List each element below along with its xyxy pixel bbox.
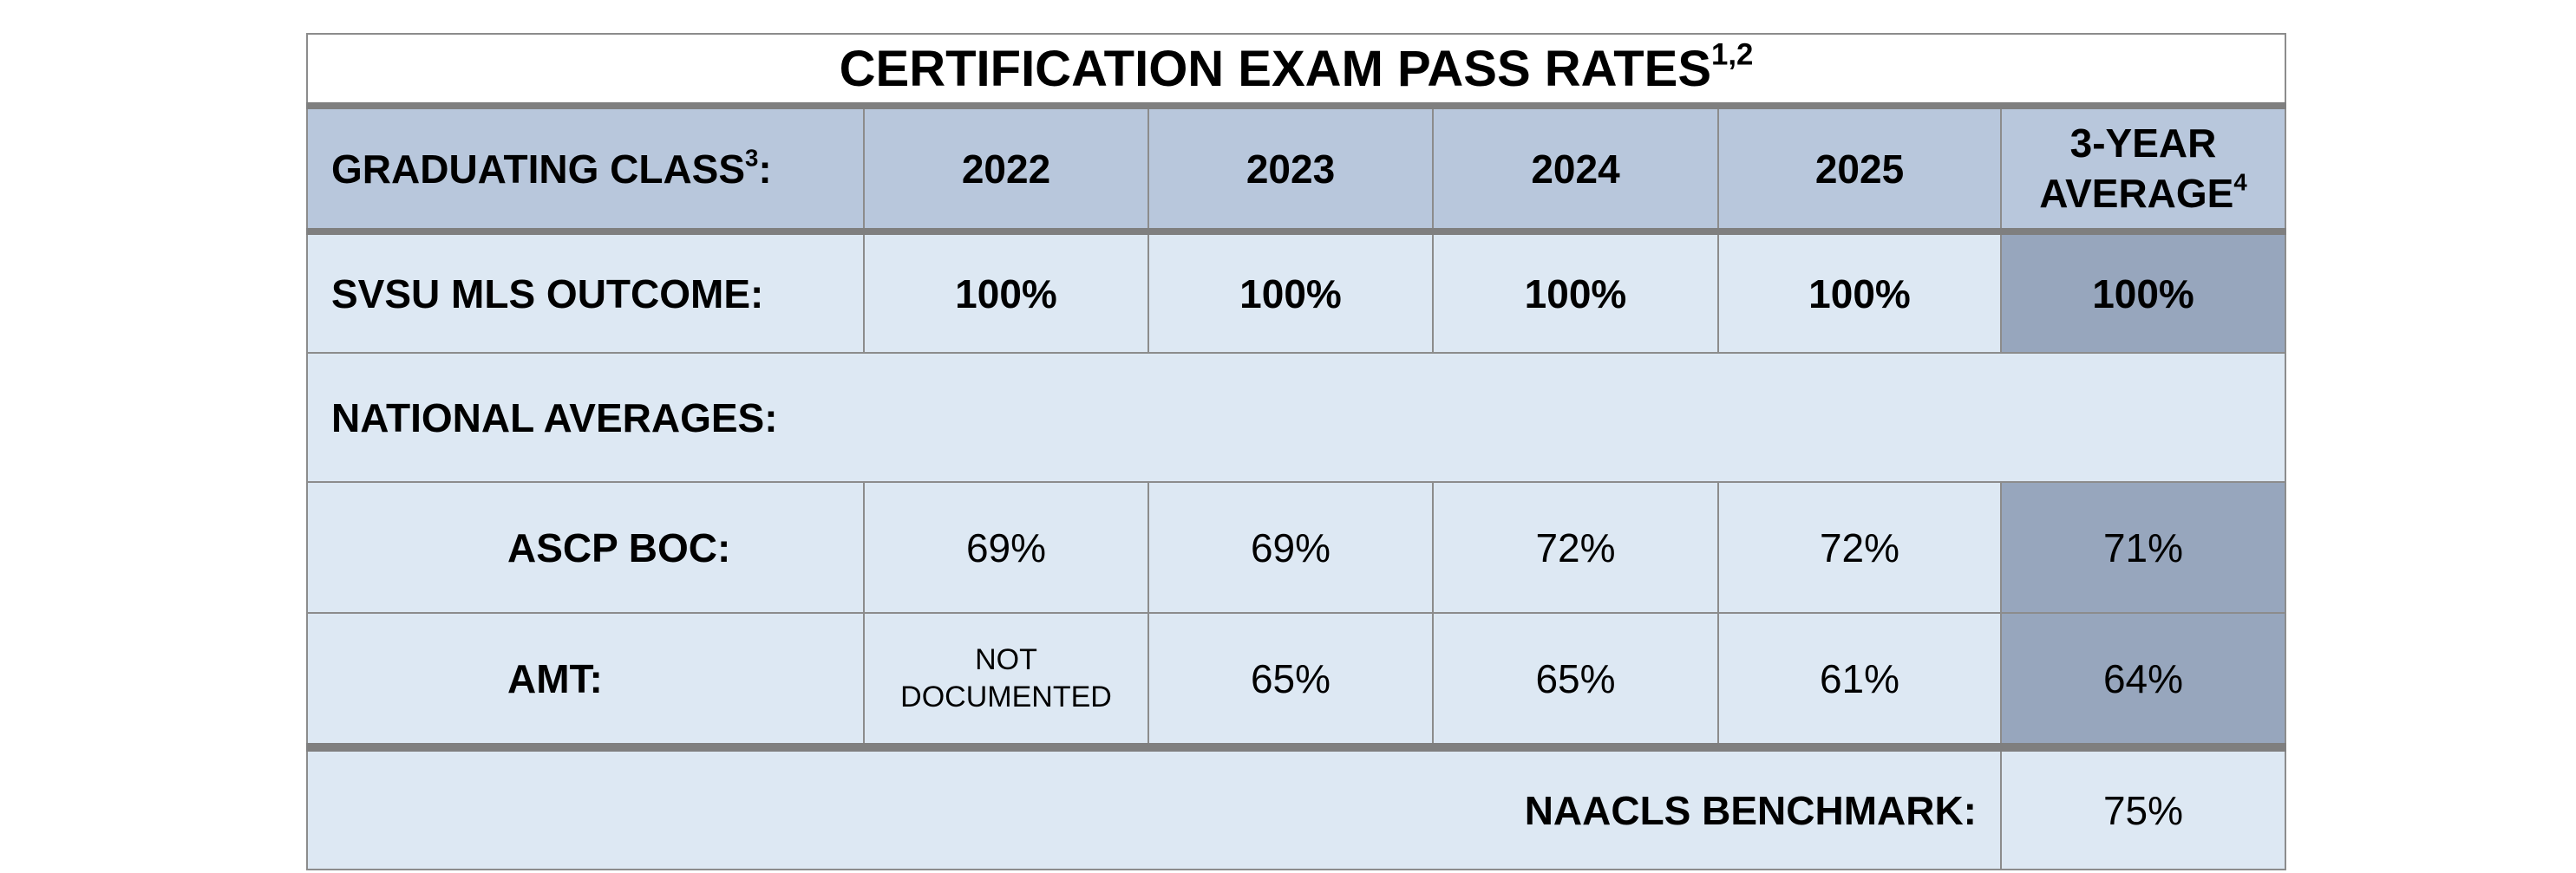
benchmark-value: 75% (1999, 743, 2287, 870)
title-footnote: 1,2 (1711, 37, 1754, 72)
outcome-row: SVSU MLS OUTCOME: 100% 100% 100% 100% 10… (306, 228, 2287, 354)
year-header: 2024 (1432, 102, 1719, 232)
cell: 100% (863, 228, 1149, 354)
section-label: NATIONAL AVERAGES: (305, 352, 2287, 483)
cell: 61% (1717, 612, 2002, 748)
header-colon: : (758, 146, 772, 192)
national-row: ASCP BOC: 69% 69% 72% 72% 71% (306, 481, 2287, 614)
cell: 100% (1147, 228, 1434, 354)
row-label: ASCP BOC: (306, 481, 865, 614)
average-text: 3-YEAR AVERAGE (2039, 121, 2234, 216)
title: CERTIFICATION EXAM PASS RATES (839, 40, 1712, 97)
cell: 69% (863, 481, 1149, 614)
row-label: AMT: (306, 612, 865, 748)
average-footnote: 4 (2233, 168, 2247, 196)
average-cell: 100% (1999, 228, 2287, 354)
header-label: GRADUATING CLASS3: (306, 102, 865, 232)
cell: 69% (1147, 481, 1434, 614)
cell: 65% (1432, 612, 1719, 748)
row-label: SVSU MLS OUTCOME: (306, 228, 865, 354)
cell: 100% (1717, 228, 2002, 354)
cell: 100% (1432, 228, 1719, 354)
cell: NOT DOCUMENTED (863, 612, 1149, 748)
header-text: GRADUATING CLASS (331, 146, 746, 192)
benchmark-row: NAACLS BENCHMARK: 75% (306, 743, 2287, 870)
average-cell: 71% (1999, 481, 2287, 614)
header-row: GRADUATING CLASS3: 2022 2023 2024 2025 3… (306, 102, 2287, 232)
title-cell: CERTIFICATION EXAM PASS RATES1,2 (305, 33, 2287, 107)
cell: 72% (1432, 481, 1719, 614)
year-header: 2023 (1147, 102, 1434, 232)
title-row: CERTIFICATION EXAM PASS RATES1,2 (305, 33, 2287, 107)
average-header: 3-YEAR AVERAGE4 (1999, 102, 2287, 232)
cell: 65% (1147, 612, 1434, 748)
year-header: 2022 (863, 102, 1149, 232)
section-row: NATIONAL AVERAGES: (305, 352, 2287, 483)
benchmark-label: NAACLS BENCHMARK: (306, 743, 2002, 870)
average-cell: 64% (1999, 612, 2287, 748)
year-header: 2025 (1717, 102, 2002, 232)
national-row: AMT: NOT DOCUMENTED 65% 65% 61% 64% (306, 612, 2287, 748)
cell: 72% (1717, 481, 2002, 614)
pass-rates-table: CERTIFICATION EXAM PASS RATES1,2 GRADUAT… (305, 33, 2287, 870)
header-footnote: 3 (745, 144, 759, 172)
